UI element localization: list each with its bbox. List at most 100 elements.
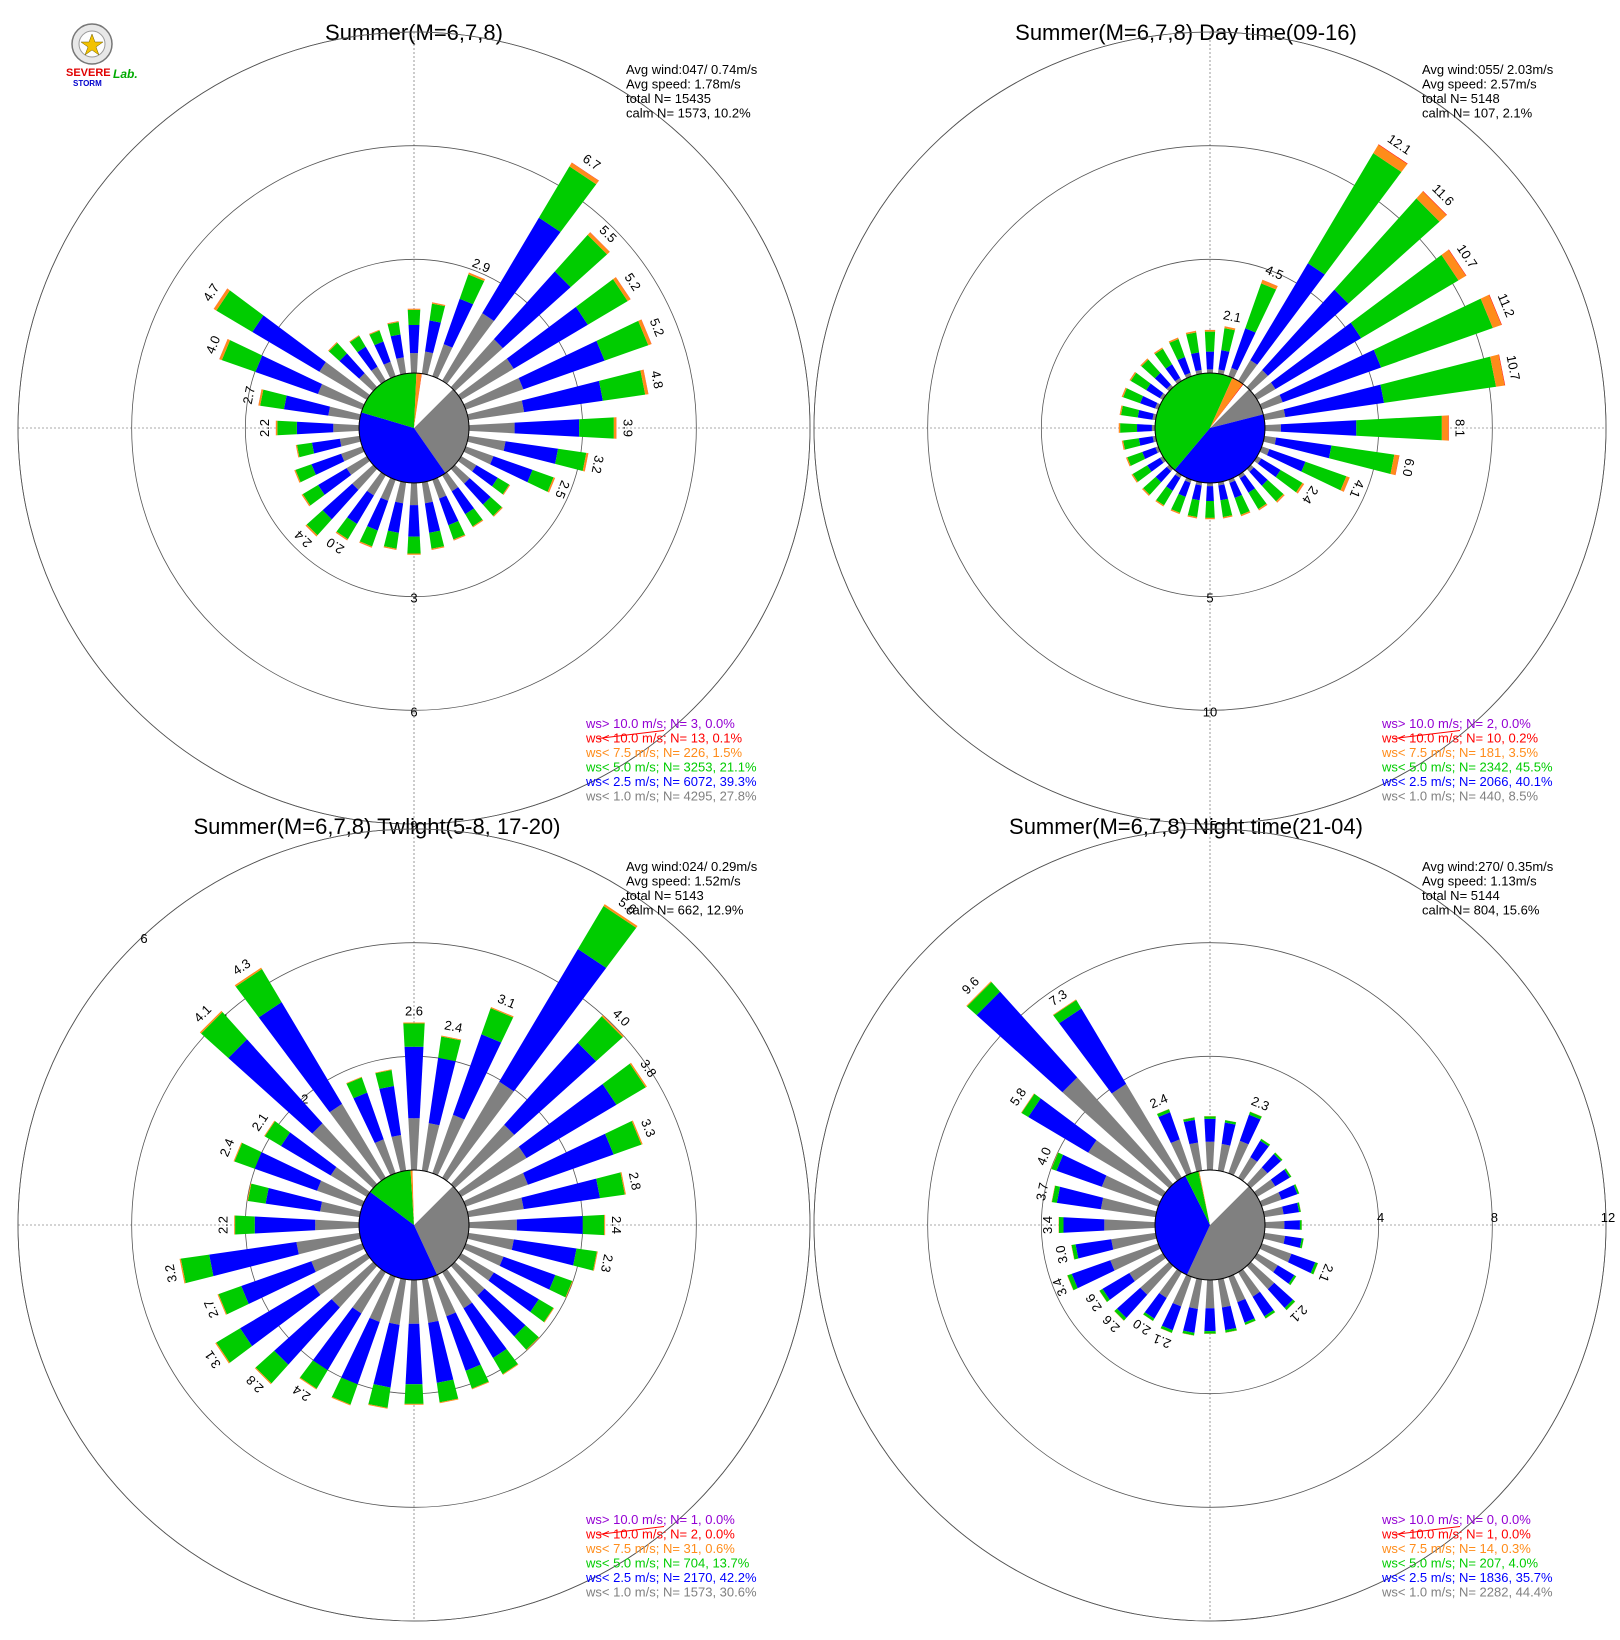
wind-rose-4: Summer(M=6,7,8) Night time(21-04) 4 8 12 2.3… [813,814,1615,1622]
bar-segment [1204,331,1216,352]
bar-segment [258,1002,343,1113]
bar-segment [450,1124,515,1189]
stats-line: Avg wind:270/ 0.35m/s [1422,859,1554,874]
bar-segment [254,1367,272,1385]
bar-segment [438,495,459,526]
bar-segment [1328,445,1395,474]
legend-entry: ws< 7.5 m/s; N= 31, 0.6% [585,1541,735,1556]
bar-segment [1416,191,1447,222]
bar-segment [1130,372,1151,391]
logo-text-lab: Lab. [113,67,138,81]
bar-label: 3.1 [495,991,517,1012]
bar-segment [403,1023,425,1047]
bar-segment [473,520,484,528]
bar-segment [1184,477,1192,483]
bar-segment [589,232,610,253]
bar-segment [1441,415,1449,441]
bar-segment [380,477,396,501]
bar-segment [1183,1119,1199,1145]
bar-segment [1182,1333,1195,1336]
bar-segment [1101,1175,1161,1207]
bar-label: 3.2 [589,454,607,475]
bar-segment [241,1261,316,1304]
bar-segment [565,1280,574,1298]
bar-segment [408,1279,420,1324]
bar-segment [442,472,459,492]
bar-segment [1153,347,1163,355]
bar-segment [375,1070,394,1089]
bar-segment [1274,437,1332,459]
bar-segment [1118,423,1121,433]
bar-segment [571,162,599,181]
bar-segment [1131,473,1138,483]
bar-segment [1267,1282,1294,1309]
bar-segment [643,369,649,395]
bar-label: 4.7 [200,281,223,304]
bar-segment [235,1215,255,1235]
bar-segment [301,494,310,507]
bar-segment [1441,249,1466,281]
bar-segment [521,1178,601,1210]
bar-segment [555,448,587,471]
legend-entry: ws< 10.0 m/s; N= 13, 0.1% [585,731,743,746]
bar-segment [432,477,447,499]
bar-segment [1021,1093,1035,1114]
bar-segment [1258,504,1268,511]
bar-segment [582,452,589,472]
bar-segment [1350,254,1459,339]
bar-segment [1120,423,1138,433]
legend-strike [597,730,665,739]
bar-segment [1220,498,1233,518]
bar-segment [1259,1192,1282,1207]
bar-label: 2.0 [1130,1316,1153,1339]
bar-segment [421,1278,439,1323]
bar-segment [1395,455,1400,476]
bar-segment [432,1274,456,1317]
bar-segment [1125,457,1130,467]
pie-outline [358,1169,470,1281]
bar-segment [1250,1140,1269,1162]
bar-segment [180,1254,214,1284]
bar-segment [431,302,446,307]
bar-segment [1166,474,1181,491]
bar-segment [217,1294,227,1315]
ring-label: 8 [1491,1210,1498,1225]
bar-segment [1263,409,1286,421]
bar-segment [503,485,511,495]
bar-segment [1263,1232,1286,1244]
bar-label: 2.1 [1316,1262,1337,1284]
bar-segment [442,1269,473,1309]
bar-segment [1050,1152,1059,1169]
bar-segment [331,1377,358,1405]
legend-strike [1393,1526,1461,1535]
bar-segment [1246,1261,1275,1290]
bar-segment [1228,1274,1246,1303]
bar-segment [1225,1327,1237,1333]
bar-segment [1224,326,1236,329]
bar-segment [404,1384,424,1404]
bar-segment [1127,451,1146,466]
ring-label: 12 [1601,1210,1615,1225]
wind-rose-3: Summer(M=6,7,8) Twlight(5-8, 17-20)2462.… [17,814,811,1622]
bar-segment [311,1243,365,1272]
bar-segment [1186,332,1200,354]
bar-segment [1390,454,1400,476]
bar-segment [1373,298,1493,368]
bar-segment [464,478,491,505]
bar-segment [221,340,263,372]
bar-segment [575,279,628,325]
bar-segment [216,290,264,332]
bar-segment [1151,424,1156,432]
bar-segment [1104,1219,1156,1231]
bar-segment [1028,1098,1097,1153]
bar-segment [467,400,525,421]
pie-slice [1210,383,1244,428]
legend-strike [1393,730,1461,739]
pie-slice [359,1191,438,1280]
bar-segment [331,1396,351,1406]
bar-segment [1183,1307,1198,1333]
bar-segment [1153,347,1163,354]
bar-segment [601,1015,624,1038]
bar-segment [1146,383,1164,399]
pie-slice [1199,1169,1249,1225]
